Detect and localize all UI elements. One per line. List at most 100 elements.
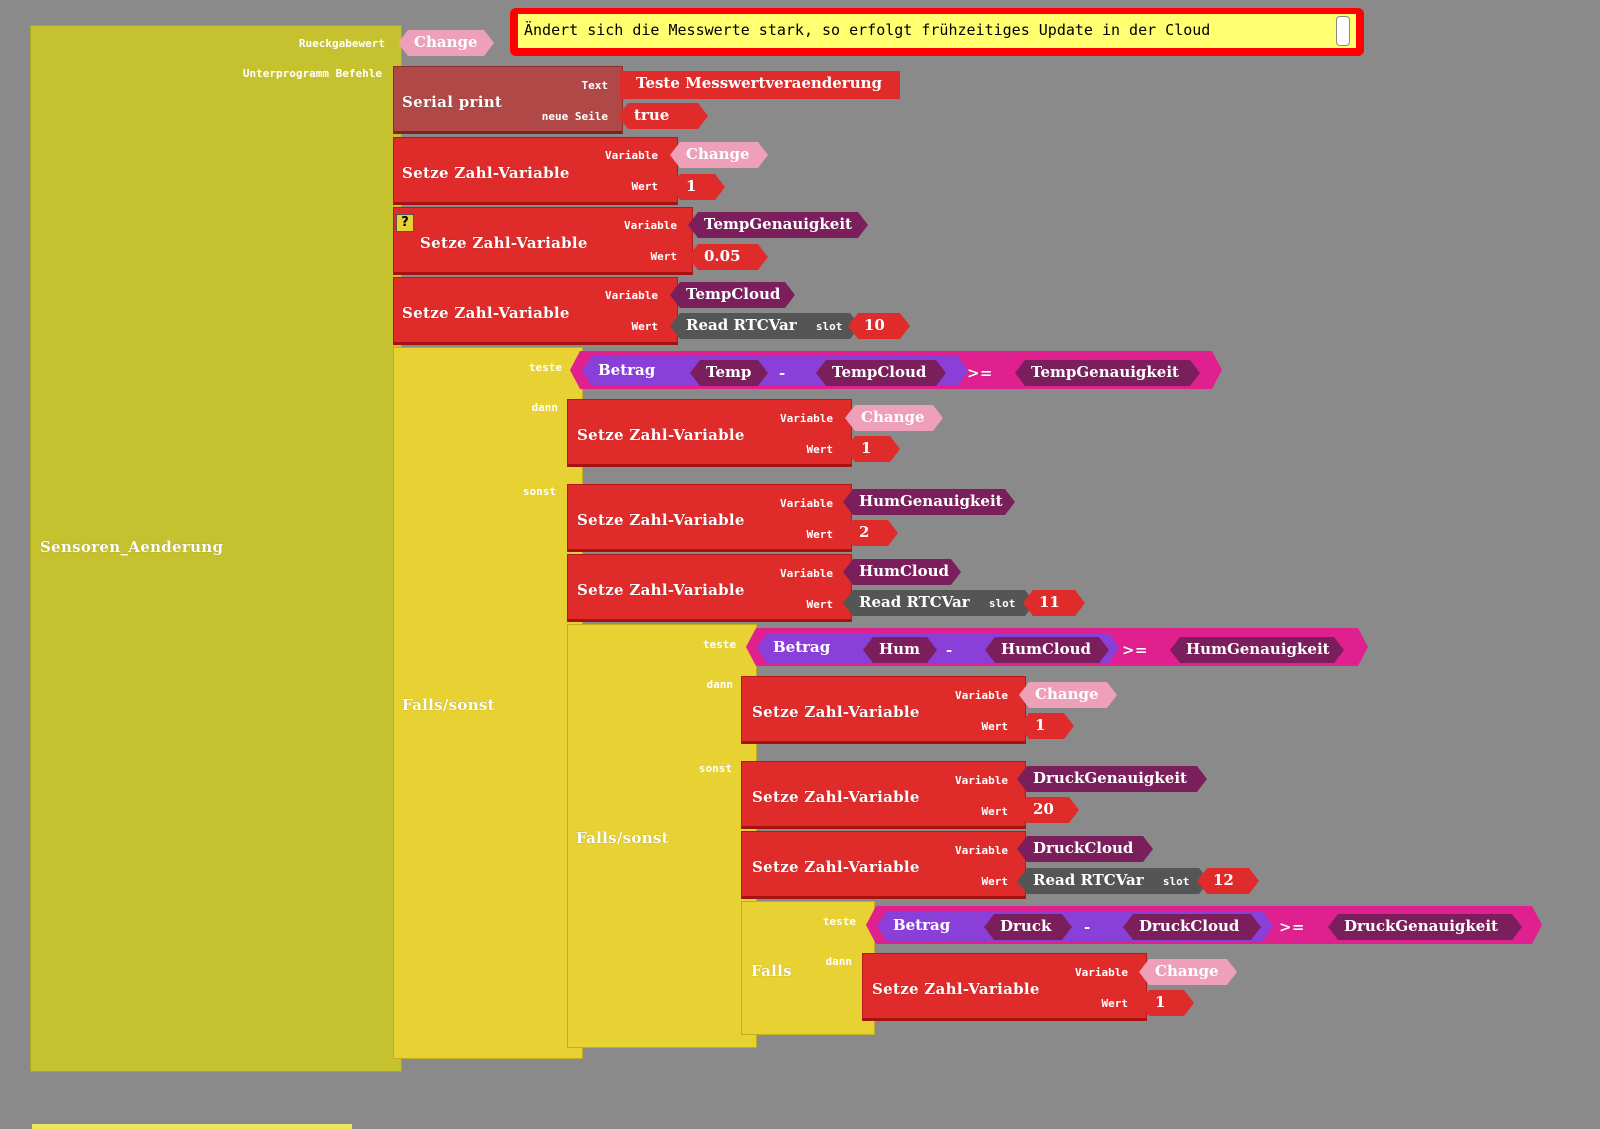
value-label: Wert (650, 250, 678, 263)
read-rtc-label: Read RTCVar (859, 593, 970, 611)
return-variable-pill[interactable]: Change (398, 30, 494, 56)
read-rtc-pill[interactable]: Read RTCVar slot (843, 590, 1035, 616)
variable-pill[interactable]: Change (1139, 959, 1237, 985)
slot-value-pill[interactable]: 11 (1023, 590, 1085, 616)
variable-label: Variable (605, 289, 658, 302)
read-rtc-label: Read RTCVar (1033, 871, 1144, 889)
operand-c-pill[interactable]: HumGenauigkeit (1170, 637, 1344, 663)
value-label: Wert (806, 443, 834, 456)
set-variable-block[interactable] (741, 831, 1026, 899)
gte-operator: >= (1122, 641, 1148, 659)
variable-pill[interactable]: DruckCloud (1017, 836, 1153, 862)
operand-b-pill[interactable]: TempCloud (816, 360, 946, 386)
set-variable-block[interactable] (567, 484, 852, 552)
value-pill[interactable]: 1 (670, 174, 725, 200)
gte-operator: >= (967, 364, 993, 382)
abs-label: Betrag (773, 638, 831, 656)
set-variable-title: Setze Zahl-Variable (752, 703, 920, 721)
value-pill[interactable]: 2 (843, 520, 898, 546)
variable-pill[interactable]: TempGenauigkeit (688, 212, 868, 238)
abs-label: Betrag (893, 916, 951, 934)
slot-label: slot (815, 320, 843, 333)
if-title: Falls (751, 962, 792, 980)
if-else-title: Falls/sonst (402, 696, 495, 714)
if-else-block[interactable] (567, 624, 757, 1048)
slot-value-pill[interactable]: 10 (848, 313, 910, 339)
variable-label: Variable (605, 149, 658, 162)
abs-label: Betrag (598, 361, 656, 379)
operand-b-pill[interactable]: DruckCloud (1123, 914, 1261, 940)
operand-c-pill[interactable]: DruckGenauigkeit (1328, 914, 1522, 940)
set-variable-title: Setze Zahl-Variable (577, 511, 745, 529)
set-variable-block[interactable] (741, 761, 1026, 829)
minus-operator: - (779, 364, 786, 382)
value-label: Wert (631, 320, 659, 333)
read-rtc-pill[interactable]: Read RTCVar slot (1017, 868, 1209, 894)
set-variable-block[interactable] (567, 399, 852, 467)
variable-label: Variable (780, 497, 833, 510)
value-label: Wert (806, 598, 834, 611)
value-pill[interactable]: 20 (1017, 797, 1079, 823)
set-variable-title: Setze Zahl-Variable (577, 426, 745, 444)
comment-text: Ändert sich die Messwerte stark, so erfo… (524, 21, 1211, 39)
variable-label: Variable (955, 689, 1008, 702)
minus-operator: - (1084, 918, 1091, 936)
if-else-block[interactable] (393, 347, 583, 1059)
set-variable-title: Setze Zahl-Variable (872, 980, 1040, 998)
if-else-title: Falls/sonst (576, 829, 669, 847)
value-label: Wert (981, 805, 1009, 818)
subroutine-name: Sensoren_Aenderung (40, 538, 224, 556)
comment-block[interactable]: Ändert sich die Messwerte stark, so erfo… (510, 8, 1364, 56)
variable-pill[interactable]: Change (670, 142, 768, 168)
set-variable-block[interactable] (862, 953, 1147, 1021)
slot-label: slot (988, 597, 1016, 610)
slot-value-pill[interactable]: 12 (1197, 868, 1259, 894)
value-label: Wert (1101, 997, 1129, 1010)
read-rtc-pill[interactable]: Read RTCVar slot (670, 313, 860, 339)
variable-pill[interactable]: HumCloud (843, 559, 961, 585)
comment-resize-handle[interactable] (1336, 16, 1350, 46)
variable-pill[interactable]: DruckGenauigkeit (1017, 766, 1207, 792)
value-label: Wert (806, 528, 834, 541)
subroutine-block[interactable] (30, 25, 402, 1072)
value-pill[interactable]: 0.05 (688, 244, 768, 270)
help-icon[interactable]: ? (396, 214, 414, 232)
minus-operator: - (946, 641, 953, 659)
operand-a-pill[interactable]: Hum (863, 637, 937, 663)
value-pill[interactable]: 1 (1139, 990, 1194, 1016)
serial-newline-value[interactable]: true (618, 103, 708, 129)
test-label: teste (702, 638, 736, 651)
operand-a-pill[interactable]: Druck (984, 914, 1072, 940)
serial-print-title: Serial print (402, 93, 503, 111)
set-variable-block[interactable] (393, 207, 693, 275)
set-variable-block[interactable] (393, 277, 678, 345)
variable-pill[interactable]: HumGenauigkeit (843, 489, 1015, 515)
else-label: sonst (522, 485, 556, 498)
next-block-edge[interactable] (32, 1124, 352, 1129)
operand-b-pill[interactable]: HumCloud (985, 637, 1109, 663)
value-label: Wert (981, 720, 1009, 733)
then-label: dann (531, 401, 559, 414)
set-variable-title: Setze Zahl-Variable (577, 581, 745, 599)
operand-a-pill[interactable]: Temp (690, 360, 768, 386)
set-variable-block[interactable] (567, 554, 852, 622)
serial-print-block[interactable] (393, 66, 623, 134)
value-pill[interactable]: 1 (845, 436, 900, 462)
serial-text-label: Text (581, 79, 609, 92)
gte-operator: >= (1279, 918, 1305, 936)
set-variable-title: Setze Zahl-Variable (752, 858, 920, 876)
serial-text-value[interactable]: Teste Messwertveraenderung (620, 71, 900, 99)
set-variable-title: Setze Zahl-Variable (402, 304, 570, 322)
set-variable-title: Setze Zahl-Variable (402, 164, 570, 182)
variable-pill[interactable]: Change (1019, 682, 1117, 708)
variable-pill[interactable]: Change (845, 405, 943, 431)
set-variable-block[interactable] (393, 137, 678, 205)
read-rtc-label: Read RTCVar (686, 316, 797, 334)
set-variable-block[interactable] (741, 676, 1026, 744)
test-label: teste (528, 361, 562, 374)
if-block[interactable] (741, 901, 875, 1035)
value-pill[interactable]: 1 (1019, 713, 1074, 739)
value-label: Wert (981, 875, 1009, 888)
operand-c-pill[interactable]: TempGenauigkeit (1015, 360, 1200, 386)
variable-pill[interactable]: TempCloud (670, 282, 795, 308)
